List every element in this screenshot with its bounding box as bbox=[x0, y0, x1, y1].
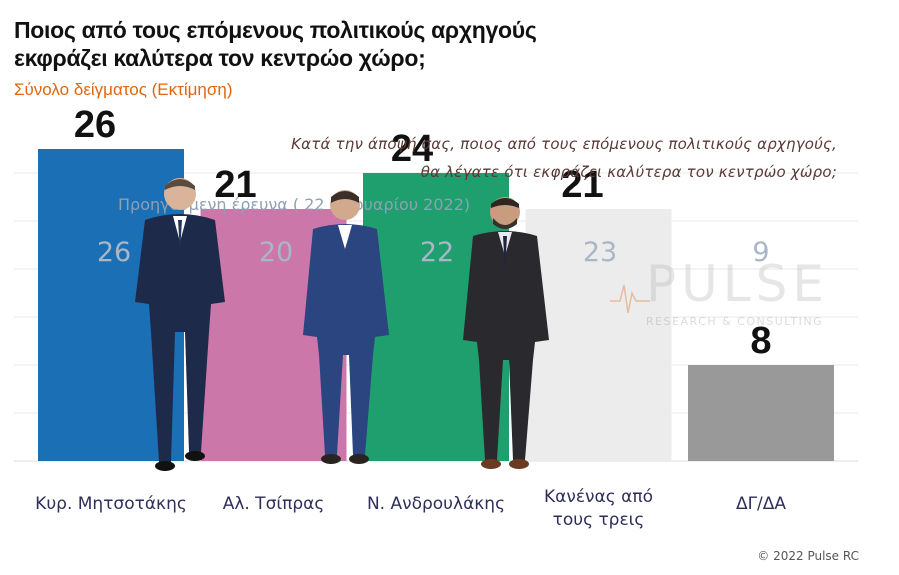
bar bbox=[525, 209, 672, 461]
tsipras-figure bbox=[303, 190, 389, 464]
pulse-watermark: PULSE RESEARCH & CONSULTING bbox=[610, 255, 830, 335]
category-label: Κυρ. Μητσοτάκης bbox=[35, 494, 187, 514]
category-label: Κανένας από bbox=[544, 487, 653, 507]
previous-value-labels: 26 20 22 23 9 bbox=[97, 237, 770, 268]
mitsotakis-figure bbox=[135, 178, 225, 471]
value-labels: 26 21 24 21 8 bbox=[74, 104, 772, 362]
bar bbox=[688, 365, 834, 461]
category-label: Ν. Ανδρουλάκης bbox=[367, 494, 505, 514]
chart-title: Ποιος από τους επόμενους πολιτικούς αρχη… bbox=[14, 17, 537, 71]
watermark-tagline: RESEARCH & CONSULTING bbox=[646, 315, 824, 328]
question-line-2: θα λέγατε ότι εκφράζει καλύτερα τον κεντ… bbox=[420, 163, 837, 181]
survey-question: Κατά την άποψή σας, ποιος από τους επόμε… bbox=[237, 130, 837, 186]
previous-value-label: 26 bbox=[97, 237, 131, 268]
value-label: 21 bbox=[214, 164, 256, 206]
previous-value-label: 9 bbox=[752, 237, 769, 268]
value-label: 8 bbox=[750, 320, 771, 362]
pulse-line-icon bbox=[610, 284, 650, 314]
value-label: 26 bbox=[74, 104, 116, 146]
value-label: 24 bbox=[391, 128, 433, 170]
androulakis-figure bbox=[463, 197, 549, 469]
previous-survey-label: Προηγούμενη έρευνα ( 22 Ιανουαρίου 2022) bbox=[118, 195, 471, 214]
question-line-1: Κατά την άποψή σας, ποιος από τους επόμε… bbox=[291, 135, 837, 153]
chart-subtitle: Σύνολο δείγματος (Εκτίμηση) bbox=[14, 80, 233, 99]
previous-value-label: 23 bbox=[583, 237, 617, 268]
category-label: ΔΓ/ΔΑ bbox=[736, 494, 786, 514]
previous-value-label: 20 bbox=[259, 237, 293, 268]
category-label: τους τρεις bbox=[553, 510, 645, 530]
category-label: Αλ. Τσίπρας bbox=[223, 494, 325, 514]
value-label: 21 bbox=[561, 164, 603, 206]
previous-value-label: 22 bbox=[420, 237, 454, 268]
category-labels: Κυρ. Μητσοτάκης Αλ. Τσίπρας Ν. Ανδρουλάκης… bbox=[35, 487, 786, 530]
copyright: © 2022 Pulse RC bbox=[757, 549, 859, 563]
watermark-name: PULSE bbox=[646, 255, 829, 313]
